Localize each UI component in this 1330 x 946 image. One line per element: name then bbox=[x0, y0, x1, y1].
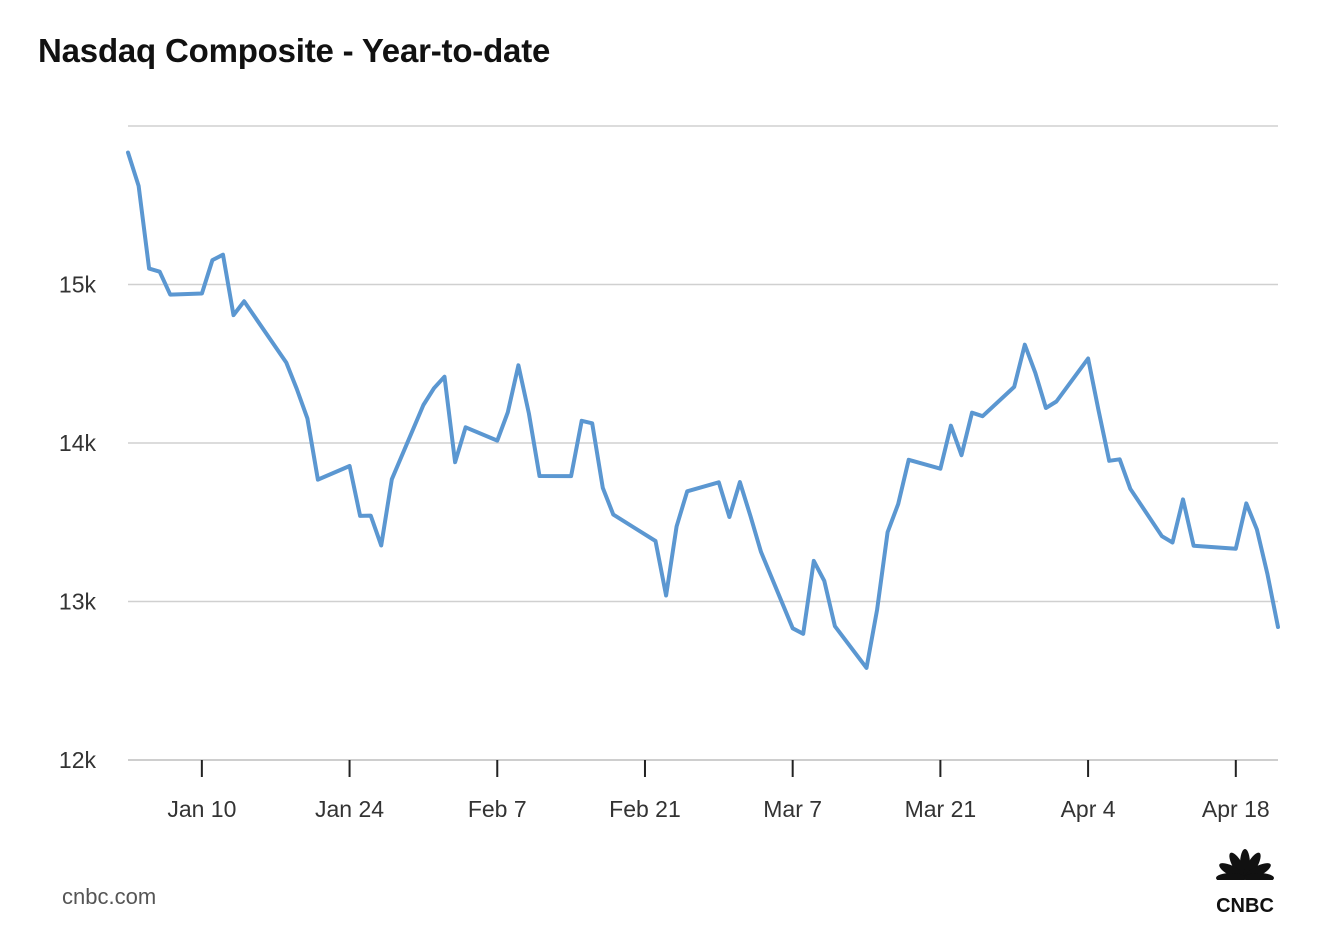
x-tick-label: Mar 21 bbox=[905, 796, 977, 822]
x-tick-label: Jan 24 bbox=[315, 796, 384, 822]
gridlines bbox=[128, 125, 1278, 761]
x-axis bbox=[200, 760, 1237, 777]
y-tick-label: 13k bbox=[59, 589, 97, 615]
source-label: cnbc.com bbox=[62, 884, 157, 909]
x-tick-label: Apr 4 bbox=[1061, 796, 1116, 822]
cnbc-peacock-logo: CNBC bbox=[1198, 849, 1292, 916]
chart-title: Nasdaq Composite - Year-to-date bbox=[38, 32, 551, 69]
series-line bbox=[126, 150, 1280, 670]
y-tick-label: 12k bbox=[59, 747, 97, 773]
x-tick-label: Feb 7 bbox=[468, 796, 527, 822]
series-group bbox=[126, 150, 1280, 670]
x-tick-label: Feb 21 bbox=[609, 796, 681, 822]
x-tick-label: Jan 10 bbox=[167, 796, 236, 822]
x-axis-labels: Jan 10 Jan 24 Feb 7 Feb 21 Mar 7 Mar 21 Apr 4 A… bbox=[167, 796, 1269, 822]
svg-text:CNBC: CNBC bbox=[1216, 895, 1274, 916]
x-tick-label: Mar 7 bbox=[763, 796, 822, 822]
y-axis-labels: 12k 13k 14k 15k bbox=[59, 272, 97, 774]
y-tick-label: 15k bbox=[59, 272, 97, 298]
x-tick-label: Apr 18 bbox=[1202, 796, 1270, 822]
y-tick-label: 14k bbox=[59, 430, 97, 456]
